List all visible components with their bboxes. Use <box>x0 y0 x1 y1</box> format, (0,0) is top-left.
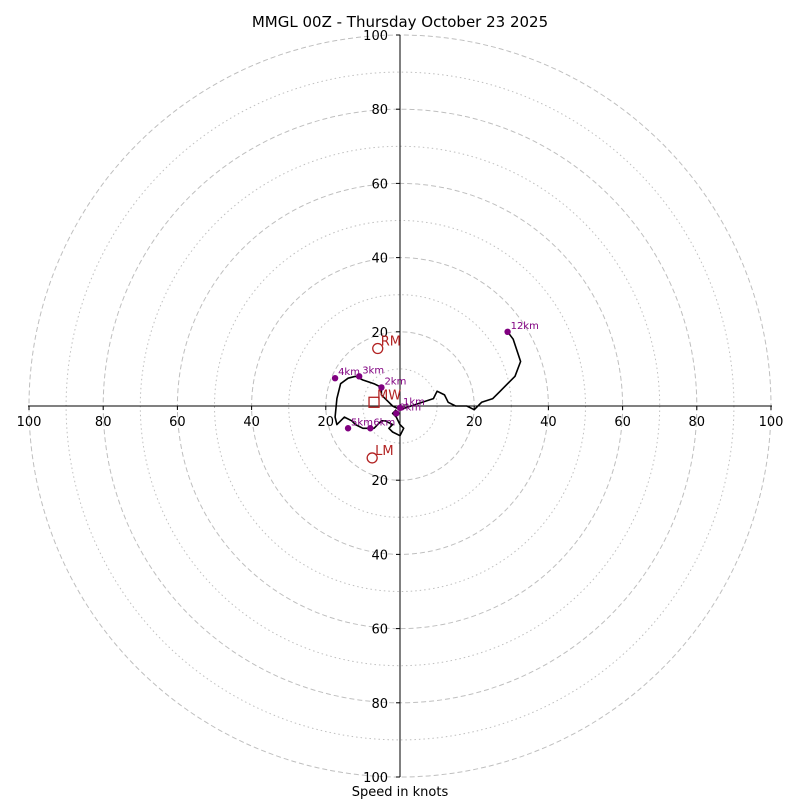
y-tick-label: 20 <box>371 474 388 489</box>
height-point-12km <box>504 328 511 335</box>
y-tick-label: 40 <box>371 548 388 563</box>
height-label-3km: 3km <box>362 365 384 376</box>
motion-label-LM: LM <box>375 444 393 459</box>
height-label-6km: 6km <box>373 417 395 428</box>
x-tick-label: 20 <box>466 415 483 430</box>
y-tick-label: 80 <box>371 103 388 118</box>
y-tick-label: 60 <box>371 177 388 192</box>
height-point-5km <box>344 425 352 432</box>
x-tick-label: 40 <box>243 415 260 430</box>
storm-motion-markers: RM MW LM <box>366 334 401 464</box>
y-tick-label: 20 <box>371 326 388 341</box>
x-tick-label: 100 <box>759 415 784 430</box>
y-tick-label: 60 <box>371 623 388 638</box>
motion-marker-MW <box>368 396 380 408</box>
motion-marker-LM <box>366 452 378 464</box>
wind-trace-line <box>334 331 522 437</box>
y-tick-label: 80 <box>371 697 388 712</box>
height-label-1km: 1km <box>403 397 425 408</box>
y-tick-label: 100 <box>363 29 388 44</box>
height-point-6km <box>367 425 374 432</box>
height-label-2km: 2km <box>384 376 406 387</box>
height-label-5km: 5km <box>351 417 373 428</box>
x-tick-label: 20 <box>318 415 335 430</box>
x-axis-label: Speed in knots <box>352 785 449 800</box>
y-tick-label: 100 <box>363 771 388 786</box>
chart-title: MMGL 00Z - Thursday October 23 2025 <box>252 13 548 31</box>
x-tick-label: 100 <box>17 415 42 430</box>
motion-label-RM: RM <box>381 334 401 349</box>
height-point-9km <box>393 410 400 417</box>
height-label-4km: 4km <box>338 367 360 378</box>
height-point-2km <box>378 384 385 391</box>
tick-labels: 100 100 80 80 60 60 40 40 20 20 20 20 40 40 60 60 80 80 10… <box>17 29 784 786</box>
motion-label-MW: MW <box>377 388 401 403</box>
x-tick-label: 40 <box>540 415 557 430</box>
y-tick-label: 40 <box>371 252 388 267</box>
x-tick-label: 60 <box>614 415 631 430</box>
motion-marker-RM <box>372 342 384 355</box>
hodograph-trace <box>334 331 522 437</box>
x-tick-label: 60 <box>169 415 186 430</box>
height-point-4km <box>331 374 339 382</box>
height-label-9km: 9km <box>399 402 421 413</box>
height-label-12km: 12km <box>511 321 539 332</box>
height-point-1km <box>396 404 404 412</box>
x-tick-label: 80 <box>689 415 706 430</box>
x-tick-label: 80 <box>95 415 112 430</box>
height-point-3km <box>355 373 363 380</box>
